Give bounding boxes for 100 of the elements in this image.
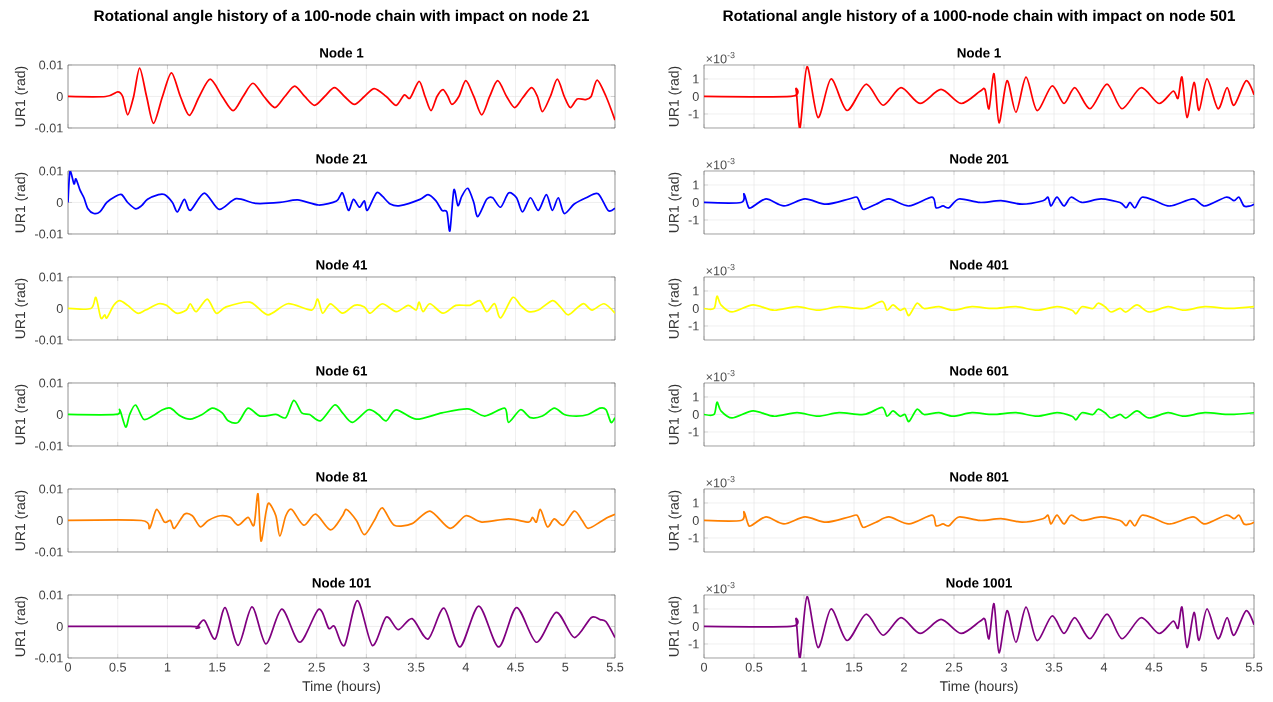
- y-axis-title: UR1 (rad): [14, 66, 28, 127]
- y-axis-title: UR1 (rad): [14, 490, 28, 551]
- chart-title: Node 801: [950, 471, 1009, 482]
- y-tick-label: -1: [688, 215, 699, 225]
- x-axis-title: Time (hours): [939, 680, 1018, 694]
- text: ×10$^{-3}$: [706, 475, 735, 488]
- y-tick-label: 0: [56, 516, 63, 525]
- y-axis-title: UR1 (rad): [668, 490, 682, 551]
- y-axis-title: UR1 (rad): [668, 278, 682, 339]
- y-tick-label: 0.01: [39, 484, 63, 494]
- line-series: [704, 295, 1255, 317]
- x-tick-label: 2: [901, 662, 907, 672]
- x-tick-label: 1: [164, 662, 171, 672]
- x-tick-label: 0.5: [745, 662, 763, 672]
- chart-title: Node 21: [316, 153, 368, 164]
- line-series: [704, 595, 1255, 658]
- y-tick-label: 0: [692, 304, 699, 313]
- y-axis-title: UR1 (rad): [14, 278, 28, 339]
- text: ×10$^{-3}$: [706, 157, 735, 170]
- x-tick-label: 0: [64, 662, 72, 672]
- chart-title: Rotational angle history of a 100-node chain with impact on node 21: [94, 9, 589, 25]
- y-tick-label: 0: [56, 410, 63, 419]
- x-tick-label: 3.5: [407, 662, 425, 672]
- x-tick-label: 4.5: [1145, 662, 1163, 672]
- x-tick-label: 1: [801, 662, 807, 672]
- y-tick-label: -1: [688, 321, 699, 331]
- x-tick-label: 5.5: [606, 662, 624, 672]
- x-tick-label: 3.5: [1045, 662, 1063, 672]
- y-tick-label: -0.01: [34, 229, 63, 239]
- y-tick-label: 1: [693, 74, 699, 84]
- line-series: [704, 65, 1255, 128]
- x-tick-label: 2.5: [945, 662, 963, 672]
- chart-title: Node 41: [316, 259, 368, 270]
- y-tick-label: 1: [693, 180, 699, 190]
- y-axis-title: UR1 (rad): [668, 384, 682, 445]
- y-tick-label: 1: [693, 498, 699, 508]
- chart-title: Node 1001: [946, 577, 1012, 588]
- x-axis-title: Time (hours): [302, 680, 381, 694]
- y-axis-title: UR1 (rad): [14, 596, 28, 657]
- y-tick-label: -0.01: [34, 441, 63, 451]
- y-axis-title: UR1 (rad): [668, 172, 682, 233]
- chart-title: Node 401: [950, 259, 1009, 270]
- x-tick-label: 0.5: [109, 662, 127, 672]
- y-tick-label: -1: [688, 109, 699, 119]
- chart-subtitle: Node 1: [320, 47, 364, 58]
- x-tick-label: 0: [700, 662, 708, 672]
- text: ×10$^{-3}$: [706, 51, 735, 64]
- y-tick-label: 0: [56, 622, 63, 631]
- chart-title: Rotational angle history of a 1000-node chain with impact on node 501: [723, 9, 1236, 25]
- y-tick-label: -0.01: [34, 547, 63, 557]
- x-tick-label: 4: [1100, 662, 1108, 672]
- y-tick-label: 1: [693, 392, 699, 402]
- line-series: [68, 599, 615, 648]
- x-tick-label: 4.5: [507, 662, 524, 672]
- x-tick-label: 2.5: [308, 662, 325, 672]
- y-axis-title: UR1 (rad): [668, 66, 682, 127]
- x-tick-label: 5.5: [1245, 662, 1263, 672]
- y-tick-label: 0.01: [39, 272, 63, 282]
- y-tick-label: -1: [688, 427, 699, 437]
- line-series: [68, 296, 615, 319]
- y-tick-label: -0.01: [34, 653, 63, 663]
- chart-subtitle: Node 1: [957, 47, 1001, 58]
- chart-title: Node 101: [312, 577, 371, 588]
- text: ×10$^{-3}$: [706, 369, 735, 382]
- x-tick-label: 5: [562, 662, 569, 672]
- y-tick-label: 0: [692, 198, 699, 207]
- y-tick-label: 1: [693, 286, 699, 296]
- line-series: [704, 510, 1255, 529]
- y-tick-label: 1: [693, 604, 699, 614]
- y-axis-title: UR1 (rad): [668, 596, 682, 657]
- chart-title: Node 61: [316, 365, 368, 376]
- chart-title: Node 81: [316, 471, 368, 482]
- y-tick-label: 0: [56, 304, 63, 313]
- x-tick-label: 1.5: [846, 662, 863, 672]
- chart-title: Node 201: [950, 153, 1009, 164]
- x-tick-label: 3: [1000, 662, 1007, 672]
- y-axis-title: UR1 (rad): [14, 172, 28, 233]
- y-tick-label: -0.01: [34, 335, 63, 345]
- line-series: [68, 67, 615, 125]
- line-series: [68, 492, 615, 542]
- y-axis-title: UR1 (rad): [14, 384, 28, 445]
- x-tick-label: 4: [462, 662, 469, 672]
- line-series: [68, 170, 615, 232]
- text: ×10$^{-3}$: [706, 263, 735, 276]
- text: ×10$^{-3}$: [706, 581, 735, 594]
- y-tick-label: 0.01: [39, 60, 63, 70]
- y-tick-label: -0.01: [34, 123, 63, 133]
- x-tick-label: 2: [264, 662, 270, 672]
- y-tick-label: 0: [56, 198, 63, 207]
- line-series: [68, 399, 615, 428]
- x-tick-label: 3: [363, 662, 370, 672]
- x-tick-label: 1.5: [209, 662, 226, 672]
- y-tick-label: 0: [56, 92, 63, 101]
- line-series: [704, 401, 1255, 423]
- y-tick-label: 0: [692, 92, 699, 101]
- y-tick-label: 0.01: [39, 590, 63, 600]
- y-tick-label: 0.01: [39, 166, 63, 176]
- line-series: [704, 192, 1255, 211]
- y-tick-label: 0: [692, 516, 699, 525]
- y-tick-label: -1: [688, 639, 699, 649]
